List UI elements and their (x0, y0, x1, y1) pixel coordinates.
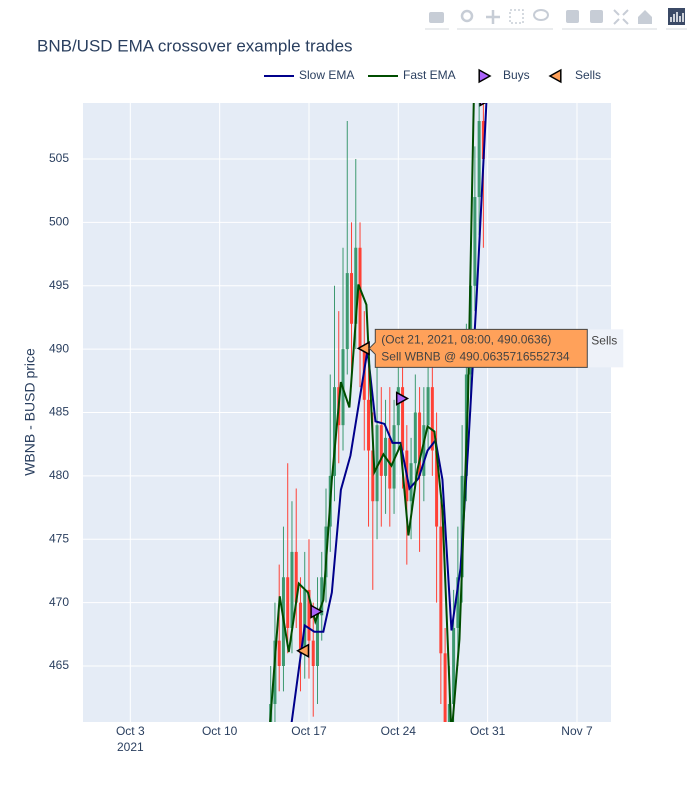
candle-body (456, 577, 460, 628)
box-select-button[interactable] (509, 9, 524, 24)
autoscale-button[interactable] (613, 9, 629, 25)
legend-label: Slow EMA (299, 68, 354, 82)
trade-marker (479, 103, 487, 107)
y-tick-label: 490 (49, 341, 69, 355)
camera-button[interactable] (429, 12, 444, 23)
candle-body (413, 412, 417, 464)
legend: Slow EMA Fast EMA Buys Sells (264, 68, 601, 84)
zoom-button[interactable] (460, 9, 474, 23)
candle-body (273, 640, 277, 705)
x-tick-label: Nov 7 (561, 724, 593, 738)
legend-swatch (548, 68, 562, 84)
candle-body (473, 197, 477, 286)
chart-title: BNB/USD EMA crossover example trades (37, 36, 353, 55)
tooltip-trace: Sells (591, 333, 617, 347)
y-tick-label: 480 (49, 468, 69, 482)
legend-label: Sells (575, 68, 601, 82)
trade-marker (296, 643, 310, 659)
y-tick-label: 485 (49, 405, 69, 419)
candle-body (345, 273, 349, 350)
candle-body (277, 640, 281, 666)
y-tick-label: 470 (49, 595, 69, 609)
candle-body (358, 247, 362, 350)
candle-body (286, 577, 290, 628)
tooltip-trace-box (587, 329, 624, 368)
candle-body (294, 551, 298, 603)
candle-body (375, 425, 379, 502)
candle-body (447, 704, 451, 722)
x-tick-label: Oct 31 (470, 724, 506, 738)
candle-body (443, 653, 447, 722)
ema-line (290, 103, 488, 722)
candle-body (409, 463, 413, 502)
candle-body (354, 247, 358, 324)
candle-body (371, 450, 375, 502)
candle-body (320, 577, 324, 616)
candle-body (481, 120, 485, 160)
candle-body (460, 475, 464, 578)
candle-body (426, 387, 430, 426)
candle-body (311, 640, 315, 666)
candle-body (396, 387, 400, 426)
candle-body (452, 627, 456, 705)
x-tick-label: Oct 10 (202, 724, 238, 738)
zoom-in-button[interactable] (566, 10, 579, 23)
y-tick-label: 500 (49, 215, 69, 229)
y-tick-label: 465 (49, 658, 69, 672)
x-tick-label: Oct 17 (291, 724, 327, 738)
trade-marker (310, 604, 324, 619)
home-button[interactable] (638, 10, 652, 24)
y-tick-label: 505 (49, 151, 69, 165)
candle-body (315, 615, 319, 666)
candle-body (350, 273, 354, 324)
candle-body (439, 526, 443, 654)
candle-body (303, 589, 307, 654)
hover-tooltip: (Oct 21, 2021, 08:00, 490.0636) Sell WBNB… (368, 328, 624, 368)
y-axis-label: WBNB - BUSD price (22, 348, 38, 476)
candle-body (401, 387, 405, 451)
candle-body (392, 425, 396, 489)
candle-body (298, 602, 302, 654)
modebar (425, 8, 687, 30)
tooltip-box (368, 328, 588, 368)
y-tick-label: 475 (49, 531, 69, 545)
x-tick-year: 2021 (117, 740, 144, 754)
lasso-button[interactable] (533, 9, 549, 21)
tooltip-point: (Oct 21, 2021, 08:00, 490.0636) (381, 332, 551, 346)
candle-body (477, 120, 481, 198)
candle-body (367, 399, 371, 451)
candle-body (430, 387, 434, 451)
candle-body (418, 412, 422, 476)
candle-body (333, 387, 337, 476)
tooltip-text: Sell WBNB @ 490.0635716552734 (381, 349, 570, 363)
candle-body (435, 450, 439, 527)
candle-body (290, 551, 294, 628)
x-tick-label: Oct 24 (381, 724, 417, 738)
candle-body (422, 425, 426, 476)
zoom-out-button[interactable] (590, 10, 603, 23)
candle-body (379, 425, 383, 476)
y-tick-label: 495 (49, 278, 69, 292)
legend-swatch (478, 68, 492, 84)
trade-marker (395, 391, 410, 406)
candle-body (307, 589, 311, 641)
ema-line (269, 103, 475, 722)
legend-label: Fast EMA (403, 68, 456, 82)
x-tick-label: Oct 3 (116, 724, 145, 738)
legend-label: Buys (503, 68, 530, 82)
pan-button[interactable] (486, 10, 500, 24)
